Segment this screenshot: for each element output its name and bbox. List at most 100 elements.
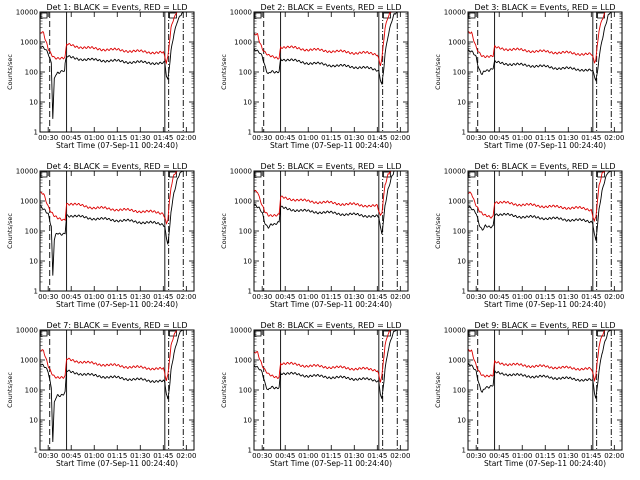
x-tick-label: 01:45 [367,452,387,460]
y-tick-label: 10 [243,258,252,266]
y-tick-label: 1000 [234,198,252,206]
marker-box [468,12,476,19]
marker-box [254,12,262,19]
y-tick-label: 10 [29,417,38,425]
x-tick-label: 00:30 [38,452,58,460]
x-tick-label: 02:00 [176,293,196,301]
x-axis-label: Start Time (07-Sep-11 00:24:40) [484,459,606,468]
y-tick-label: 10 [243,417,252,425]
x-tick-label: 01:15 [321,134,341,142]
y-tick-label: 1000 [234,39,252,47]
x-tick-label: 01:15 [535,134,555,142]
y-tick-label: 10 [29,99,38,107]
chart-panel-2: Det 2: BLACK = Events, RED = LLD Counts/s… [220,3,410,150]
y-tick-label: 10 [29,258,38,266]
x-tick-label: 01:00 [512,134,532,142]
x-tick-label: 00:30 [252,134,272,142]
x-tick-label: 00:30 [466,293,486,301]
y-tick-label: 1 [34,288,38,296]
plot-frame [253,329,409,451]
x-tick-label: 00:30 [252,293,272,301]
x-tick-label: 01:00 [298,293,318,301]
x-tick-label: 01:45 [367,293,387,301]
events-series-line [40,170,194,276]
y-tick-label: 100 [25,228,38,236]
x-tick-label: 00:45 [489,134,509,142]
chart-panel-6: Det 6: BLACK = Events, RED = LLD Counts/s… [434,162,624,309]
y-tick-label: 100 [453,387,466,395]
x-tick-label: 01:30 [558,452,578,460]
x-tick-label: 01:15 [321,452,341,460]
plot-frame [467,11,623,133]
x-tick-label: 00:45 [275,134,295,142]
x-tick-label: 01:00 [512,293,532,301]
x-tick-label: 02:00 [604,293,624,301]
y-tick-label: 10 [457,417,466,425]
y-tick-label: 100 [25,69,38,77]
y-tick-label: 100 [239,387,252,395]
x-tick-label: 01:00 [298,134,318,142]
marker-box [468,171,476,178]
y-tick-label: 1 [248,288,252,296]
x-tick-label: 01:30 [344,452,364,460]
y-tick-label: 1000 [20,357,38,365]
x-axis-label: Start Time (07-Sep-11 00:24:40) [56,300,178,309]
x-tick-label: 02:00 [390,134,410,142]
x-tick-label: 01:30 [344,134,364,142]
y-axis-label: Counts/sec [6,372,14,408]
events-series-line [468,329,622,399]
x-tick-label: 02:00 [176,452,196,460]
x-tick-label: 00:30 [466,452,486,460]
x-axis-label: Start Time (07-Sep-11 00:24:40) [484,141,606,150]
lld-series-line [254,11,408,66]
y-tick-label: 10 [243,99,252,107]
marker-box [40,330,48,337]
chart-title: Det 3: BLACK = Events, RED = LLD [475,3,616,12]
marker-box [468,330,476,337]
x-tick-label: 01:45 [153,452,173,460]
x-tick-label: 01:15 [535,293,555,301]
y-tick-label: 1000 [234,357,252,365]
x-tick-label: 01:00 [84,452,104,460]
chart-panel-4: Det 4: BLACK = Events, RED = LLD Counts/s… [6,162,196,309]
x-tick-label: 01:15 [535,452,555,460]
x-tick-label: 00:45 [61,293,81,301]
y-tick-label: 10000 [16,168,38,176]
x-tick-label: 01:30 [130,293,150,301]
chart-title: Det 5: BLACK = Events, RED = LLD [261,162,402,171]
x-tick-label: 02:00 [604,452,624,460]
y-tick-label: 10000 [16,9,38,17]
y-tick-label: 10 [457,99,466,107]
marker-box [254,330,262,337]
x-tick-label: 00:45 [275,293,295,301]
x-tick-label: 01:15 [107,293,127,301]
y-tick-label: 10000 [230,168,252,176]
y-tick-label: 1000 [20,39,38,47]
x-tick-label: 01:45 [153,293,173,301]
x-tick-label: 01:15 [107,134,127,142]
y-tick-label: 1000 [448,357,466,365]
plot-frame [253,170,409,292]
x-tick-label: 01:30 [344,293,364,301]
x-tick-label: 01:45 [153,134,173,142]
x-tick-label: 01:15 [321,293,341,301]
y-axis-label: Counts/sec [220,213,228,249]
y-axis-label: Counts/sec [434,372,442,408]
marker-box [40,171,48,178]
y-tick-label: 10000 [16,327,38,335]
lld-series-line [40,329,194,381]
y-axis-label: Counts/sec [434,213,442,249]
y-tick-label: 1 [462,288,466,296]
x-tick-label: 01:45 [581,452,601,460]
marker-box [383,12,391,19]
x-axis-label: Start Time (07-Sep-11 00:24:40) [56,459,178,468]
y-tick-label: 10000 [444,168,466,176]
y-tick-label: 100 [453,228,466,236]
y-tick-label: 1 [248,129,252,137]
y-tick-label: 1 [34,447,38,455]
x-tick-label: 01:00 [512,452,532,460]
marker-box [169,12,177,19]
marker-box [597,12,605,19]
chart-panel-9: Det 9: BLACK = Events, RED = LLD Counts/s… [434,321,624,468]
x-tick-label: 00:45 [489,452,509,460]
